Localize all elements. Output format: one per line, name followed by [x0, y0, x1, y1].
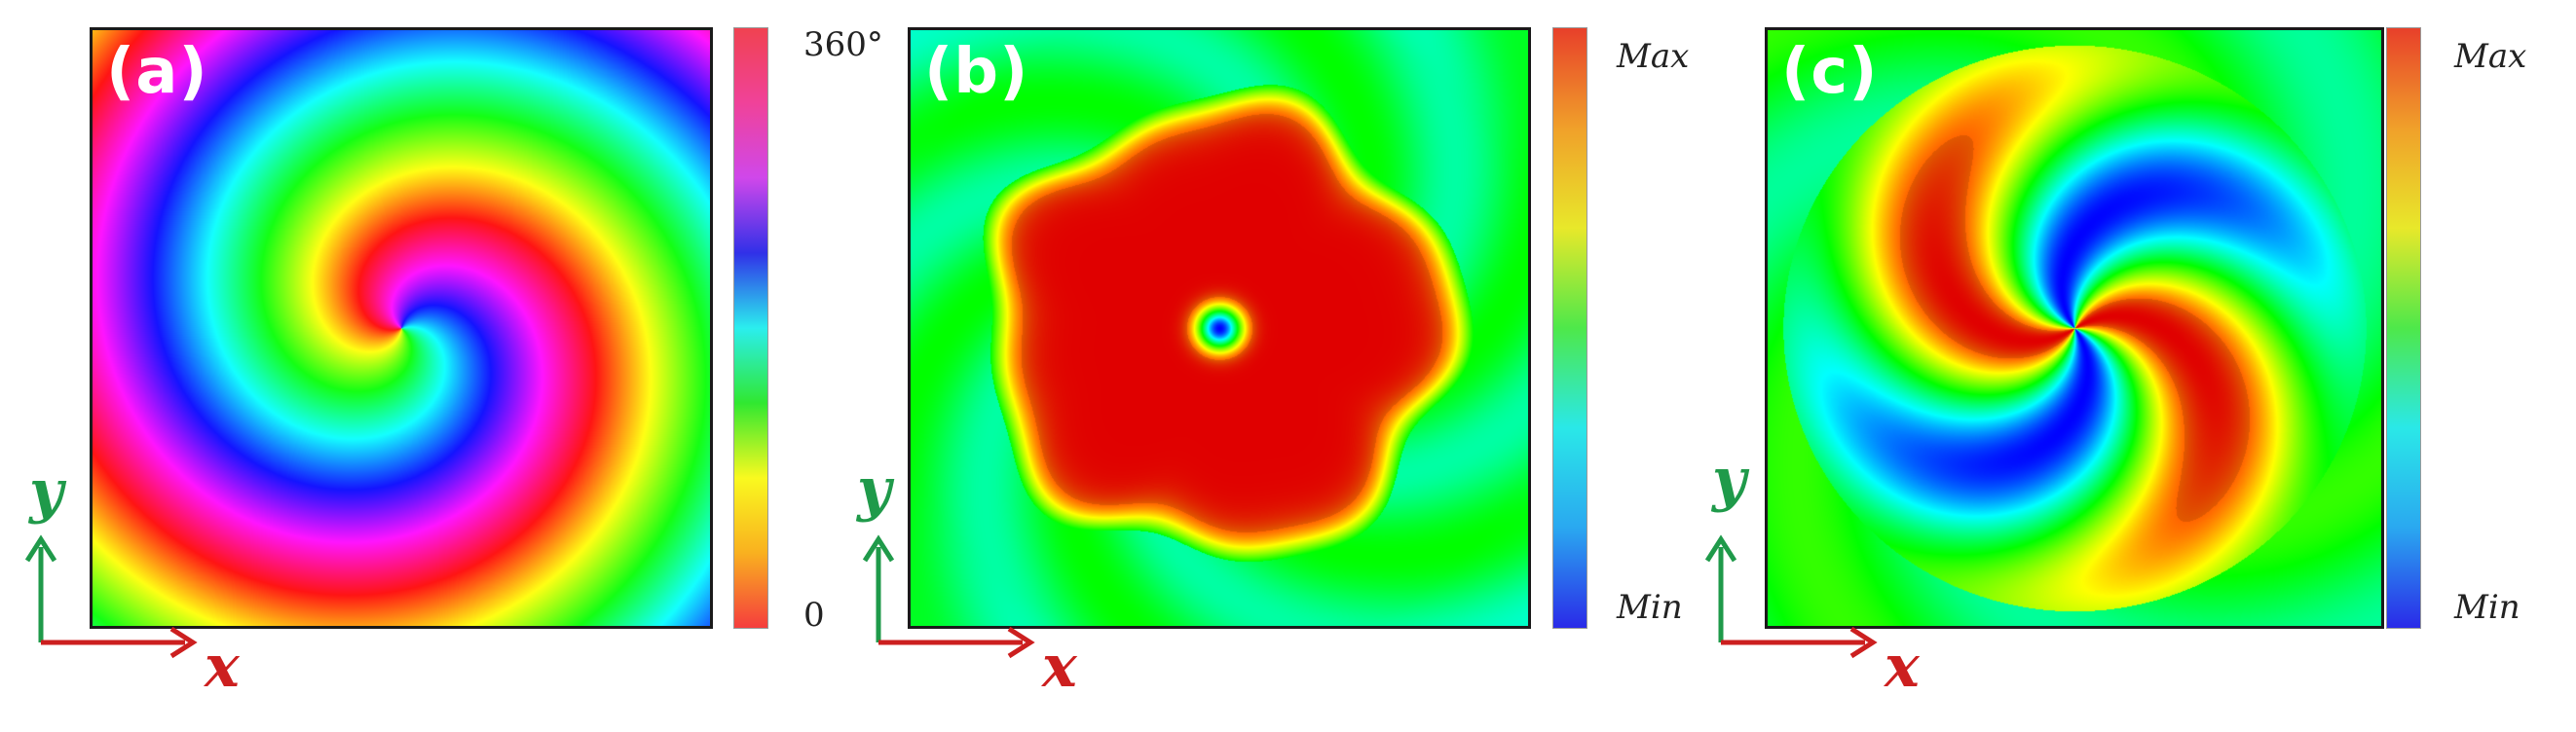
y-axis-label-b: y — [857, 456, 891, 524]
colorbar-c-intensity — [2386, 27, 2421, 629]
colorbar-b-min-label: Min — [1617, 588, 1683, 627]
donut-intensity-image — [911, 30, 1528, 626]
x-axis-label-a: x — [205, 633, 240, 701]
axes-indicator-b — [862, 534, 1035, 659]
x-axis-label-b: x — [1042, 633, 1077, 701]
colorbar-b-max-label: Max — [1617, 37, 1690, 76]
panel-a-phase-map: (a) — [90, 27, 713, 629]
panel-b-intensity-map: (b) — [908, 27, 1531, 629]
axes-indicator-c — [1704, 534, 1878, 659]
phase-spiral-image — [93, 30, 710, 626]
two-arm-spiral-image — [1768, 30, 2381, 626]
colorbar-a-phase — [733, 27, 768, 629]
x-axis-label-c: x — [1885, 633, 1920, 701]
panel-c-label: (c) — [1781, 36, 1879, 108]
y-axis-label-c: y — [1712, 446, 1746, 514]
panel-b-label: (b) — [924, 36, 1029, 108]
panel-a-label: (a) — [106, 36, 208, 108]
colorbar-b-intensity — [1552, 27, 1587, 629]
axes-indicator-a — [24, 534, 198, 659]
colorbar-c-min-label: Min — [2454, 588, 2520, 627]
colorbar-c-max-label: Max — [2454, 37, 2527, 76]
colorbar-a-max-label: 360° — [803, 25, 883, 64]
y-axis-label-a: y — [29, 458, 63, 526]
colorbar-a-min-label: 0 — [803, 596, 825, 635]
panel-c-interference-map: (c) — [1765, 27, 2384, 629]
